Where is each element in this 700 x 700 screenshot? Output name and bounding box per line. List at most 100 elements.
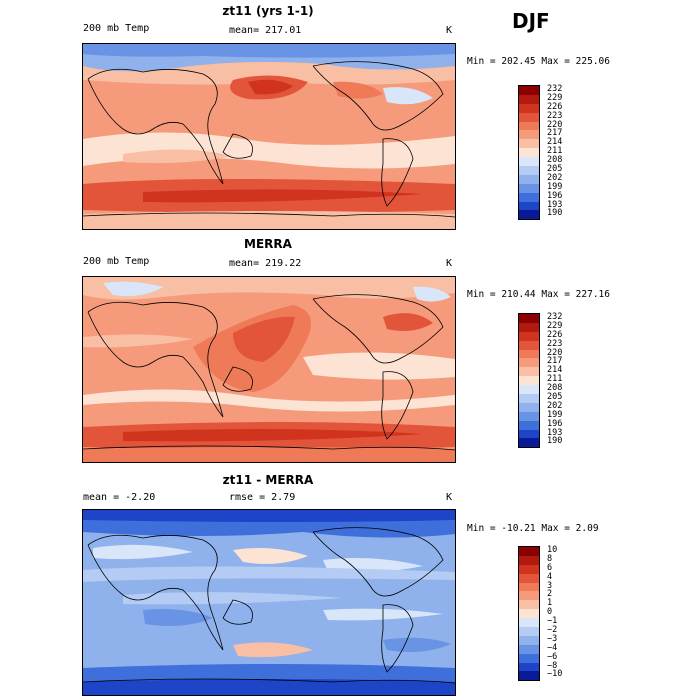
panel2-mean-label: mean= 219.22 [229, 258, 302, 269]
colorbar-label: 8 [547, 553, 553, 564]
colorbar-swatch [519, 174, 539, 184]
colorbar-label: 196 [547, 190, 563, 201]
colorbar-swatch [519, 314, 539, 323]
colorbar-label: 214 [547, 365, 563, 376]
colorbar-swatch [519, 385, 539, 395]
colorbar-swatch [519, 166, 539, 175]
colorbar-swatch [519, 157, 539, 167]
colorbar-label: 223 [547, 338, 563, 349]
colorbar-label: 190 [547, 208, 563, 219]
colorbar-label: 193 [547, 427, 563, 438]
colorbar-label: 205 [547, 392, 563, 403]
colorbar-swatch [519, 547, 539, 556]
colorbar-swatch [519, 609, 539, 619]
colorbar-swatch [519, 582, 539, 592]
panel3-colorbar-labels: 10 8 6 4 3 2 1 0 −1 −2 −3 −4 −6 −8 −10 [547, 546, 562, 679]
panel3-mean-label: mean = -2.20 [83, 492, 156, 503]
colorbar-label: 214 [547, 137, 563, 148]
panel1-colorbar-labels: 232 229 226 223 220 217 214 211 208 205 … [547, 85, 562, 218]
panel2-variable-label: 200 mb Temp [83, 256, 150, 267]
panel1-minmax: Min = 202.45 Max = 225.06 [467, 56, 610, 67]
panel2-minmax: Min = 210.44 Max = 227.16 [467, 289, 610, 300]
colorbar-swatch [519, 340, 539, 350]
panel1-mean-label: mean= 217.01 [229, 25, 302, 36]
colorbar-swatch [519, 139, 539, 149]
colorbar-label: 3 [547, 580, 553, 591]
panel2-title: MERRA [244, 237, 292, 251]
colorbar-swatch [519, 564, 539, 574]
colorbar-swatch [519, 402, 539, 412]
colorbar-swatch [519, 591, 539, 601]
colorbar-label: 1 [547, 598, 553, 609]
colorbar-label: 0 [547, 607, 553, 618]
colorbar-label: 229 [547, 320, 563, 331]
colorbar-label: 190 [547, 436, 563, 447]
colorbar-swatch [519, 192, 539, 202]
colorbar-label: 220 [547, 119, 563, 130]
colorbar-swatch [519, 331, 539, 341]
colorbar-label: 2 [547, 589, 553, 600]
colorbar-swatch [519, 148, 539, 158]
colorbar-label: 4 [547, 571, 553, 582]
colorbar-label: −1 [547, 616, 558, 627]
colorbar-swatch [519, 94, 539, 104]
colorbar-swatch [519, 618, 539, 628]
colorbar-swatch [519, 358, 539, 368]
colorbar-label: 199 [547, 409, 563, 420]
colorbar-swatch [519, 644, 539, 654]
colorbar-label: 10 [547, 545, 558, 555]
colorbar-label: 202 [547, 172, 563, 183]
colorbar-label: 211 [547, 146, 563, 157]
season-label: DJF [512, 9, 550, 33]
colorbar-swatch [519, 201, 539, 211]
colorbar-label: 232 [547, 84, 563, 94]
colorbar-label: 226 [547, 329, 563, 340]
colorbar-swatch [519, 420, 539, 430]
colorbar-label: 208 [547, 155, 563, 166]
panel1-colorbar [518, 85, 540, 221]
colorbar-label: −3 [547, 633, 558, 644]
colorbar-label: 223 [547, 110, 563, 121]
panel1-units: K [446, 25, 453, 36]
panel3-rmse-label: rmse = 2.79 [229, 492, 296, 503]
colorbar-label: 211 [547, 374, 563, 385]
colorbar-label: −6 [547, 651, 558, 662]
colorbar-swatch [519, 322, 539, 332]
colorbar-label: 193 [547, 199, 563, 210]
colorbar-swatch [519, 600, 539, 610]
colorbar-label: −4 [547, 642, 558, 653]
colorbar-swatch [519, 130, 539, 140]
colorbar-label: 196 [547, 418, 563, 429]
panel1-variable-label: 200 mb Temp [83, 23, 150, 34]
colorbar-swatch [519, 376, 539, 386]
panel1-map [82, 43, 456, 230]
colorbar-swatch [519, 121, 539, 131]
colorbar-label: 6 [547, 562, 553, 573]
colorbar-label: −10 [547, 669, 563, 680]
panel3-map [82, 509, 456, 696]
colorbar-label: 217 [547, 128, 563, 139]
colorbar-label: 208 [547, 383, 563, 394]
panel2-colorbar-labels: 232 229 226 223 220 217 214 211 208 205 … [547, 313, 562, 446]
colorbar-label: −2 [547, 625, 558, 636]
colorbar-label: 199 [547, 181, 563, 192]
panel3-colorbar [518, 546, 540, 682]
colorbar-label: −8 [547, 660, 558, 671]
colorbar-label: 226 [547, 101, 563, 112]
colorbar-swatch [519, 86, 539, 95]
colorbar-swatch [519, 662, 539, 672]
colorbar-swatch [519, 653, 539, 663]
colorbar-swatch [519, 349, 539, 359]
colorbar-swatch [519, 573, 539, 583]
colorbar-swatch [519, 555, 539, 565]
panel2-colorbar [518, 313, 540, 449]
colorbar-swatch [519, 671, 539, 681]
colorbar-swatch [519, 627, 539, 636]
colorbar-label: 202 [547, 400, 563, 411]
colorbar-swatch [519, 394, 539, 403]
colorbar-label: 217 [547, 356, 563, 367]
colorbar-swatch [519, 367, 539, 377]
colorbar-label: 232 [547, 312, 563, 322]
panel3-minmax: Min = -10.21 Max = 2.09 [467, 523, 599, 534]
panel3-units: K [446, 492, 453, 503]
